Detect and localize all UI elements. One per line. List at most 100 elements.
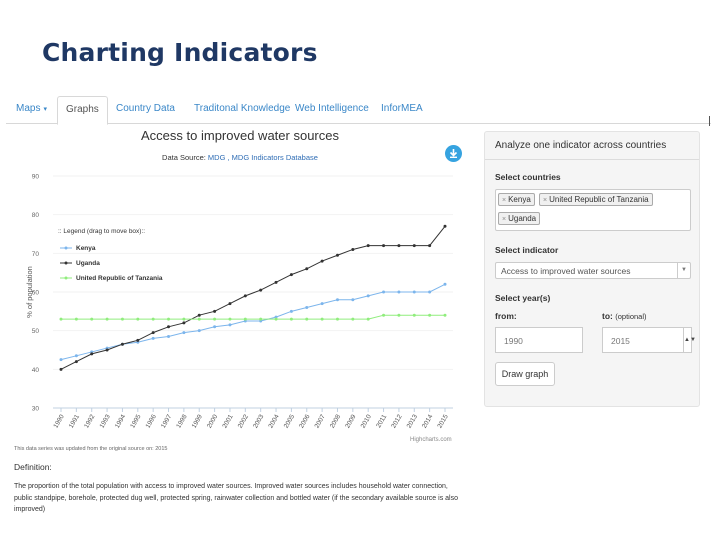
- data-point: [136, 338, 140, 342]
- chart-title: Access to improved water sources: [141, 128, 339, 143]
- data-point: [443, 224, 447, 228]
- x-tick-label: 1993: [99, 413, 112, 429]
- series-line: [60, 225, 446, 370]
- tab-maps[interactable]: Maps ▾: [8, 96, 55, 124]
- data-point: [136, 317, 140, 321]
- remove-icon[interactable]: ×: [502, 216, 507, 223]
- tab-graphs-label: Graphs: [66, 104, 99, 115]
- country-tag[interactable]: × Uganda: [498, 212, 541, 225]
- x-tick-label: 1997: [160, 413, 173, 429]
- to-year-input[interactable]: 2015 ▲▼: [602, 327, 696, 353]
- tab-country-data[interactable]: Country Data: [108, 96, 183, 124]
- data-point: [335, 253, 339, 257]
- panel-header: Analyze one indicator across countries: [485, 132, 699, 160]
- data-point: [397, 244, 401, 248]
- data-point: [382, 290, 386, 294]
- data-point: [74, 360, 78, 364]
- data-point: [305, 267, 309, 271]
- data-point: [167, 334, 171, 338]
- data-point: [366, 317, 370, 321]
- data-point: [228, 323, 232, 327]
- tab-informea[interactable]: InforMEA: [373, 96, 431, 124]
- data-point: [105, 348, 109, 352]
- country-tag-label: United Republic of Tanzania: [549, 195, 649, 204]
- remove-icon[interactable]: ×: [502, 197, 507, 204]
- data-point: [397, 313, 401, 317]
- data-point: [197, 313, 201, 317]
- tab-traditional-knowledge[interactable]: Traditonal Knowledge: [186, 96, 298, 124]
- data-source-link[interactable]: MDG , MDG Indicators Database: [207, 153, 318, 162]
- chart-credits[interactable]: Highcharts.com: [410, 437, 452, 443]
- data-point: [335, 317, 339, 321]
- data-point: [59, 317, 63, 321]
- data-point: [305, 305, 309, 309]
- x-tick-label: 1990: [52, 413, 65, 429]
- from-year-input[interactable]: 1990: [495, 327, 583, 353]
- tab-country-data-label: Country Data: [116, 103, 175, 114]
- to-label-text: to:: [602, 311, 613, 321]
- x-tick-label: 2007: [314, 413, 327, 429]
- data-point: [274, 280, 278, 284]
- data-point: [105, 317, 109, 321]
- remove-icon[interactable]: ×: [543, 197, 548, 204]
- data-point: [120, 342, 124, 346]
- x-tick-label: 1999: [191, 413, 204, 429]
- data-point: [335, 298, 339, 302]
- chart-container: Access to improved water sources Data So…: [10, 128, 470, 453]
- legend-marker: [64, 261, 68, 265]
- x-tick-label: 2015: [436, 413, 449, 429]
- data-point: [74, 317, 78, 321]
- spinner-icon[interactable]: ▲▼: [683, 328, 696, 352]
- indicator-select-value: Access to improved water sources: [501, 266, 631, 276]
- country-multiselect[interactable]: × Kenya × United Republic of Tanzania × Uga…: [495, 189, 691, 231]
- indicator-label: Select indicator: [495, 245, 559, 255]
- x-tick-label: 1996: [145, 413, 158, 429]
- data-point: [228, 317, 232, 321]
- country-tag[interactable]: × United Republic of Tanzania: [539, 193, 653, 206]
- data-point: [320, 317, 324, 321]
- x-tick-label: 1995: [129, 413, 142, 429]
- data-point: [289, 273, 293, 277]
- legend-item: United Republic of Tanzania: [76, 275, 163, 282]
- countries-label: Select countries: [495, 172, 561, 182]
- legend-marker: [64, 246, 68, 250]
- tab-web-intelligence[interactable]: Web Intelligence: [287, 96, 377, 124]
- to-optional-text: (optional): [615, 312, 647, 321]
- legend-marker: [64, 276, 68, 280]
- x-tick-label: 2014: [421, 413, 434, 429]
- data-point: [259, 317, 263, 321]
- data-point: [428, 313, 432, 317]
- x-tick-label: 1994: [114, 413, 127, 429]
- slide-title: Charting Indicators: [42, 38, 318, 67]
- download-icon: [449, 149, 458, 158]
- tab-graphs[interactable]: Graphs: [57, 96, 108, 125]
- data-point: [428, 290, 432, 294]
- data-point: [351, 298, 355, 302]
- x-tick-label: 2009: [344, 413, 357, 429]
- data-point: [213, 325, 217, 329]
- draw-graph-button[interactable]: Draw graph: [495, 362, 555, 386]
- definition-text: The proportion of the total population w…: [14, 483, 458, 513]
- legend-item: Kenya: [76, 245, 96, 252]
- data-point: [182, 321, 186, 325]
- y-tick-label: 50: [32, 328, 40, 335]
- tab-maps-label: Maps: [16, 103, 41, 114]
- x-tick-label: 2004: [267, 413, 280, 429]
- indicator-select[interactable]: Access to improved water sources ▼: [495, 262, 691, 279]
- download-button[interactable]: [445, 145, 462, 162]
- data-point: [412, 244, 416, 248]
- data-point: [351, 247, 355, 251]
- data-point: [412, 313, 416, 317]
- data-point: [274, 317, 278, 321]
- data-point: [243, 294, 247, 298]
- x-tick-label: 2006: [298, 413, 311, 429]
- data-point: [151, 331, 155, 335]
- chart-subtitle: Data Source: MDG , MDG Indicators Databa…: [10, 153, 470, 162]
- data-point: [382, 244, 386, 248]
- data-point: [167, 317, 171, 321]
- x-tick-label: 2000: [206, 413, 219, 429]
- series-line: [61, 314, 445, 320]
- country-tag[interactable]: × Kenya: [498, 193, 535, 206]
- data-point: [428, 244, 432, 248]
- data-point: [90, 352, 94, 356]
